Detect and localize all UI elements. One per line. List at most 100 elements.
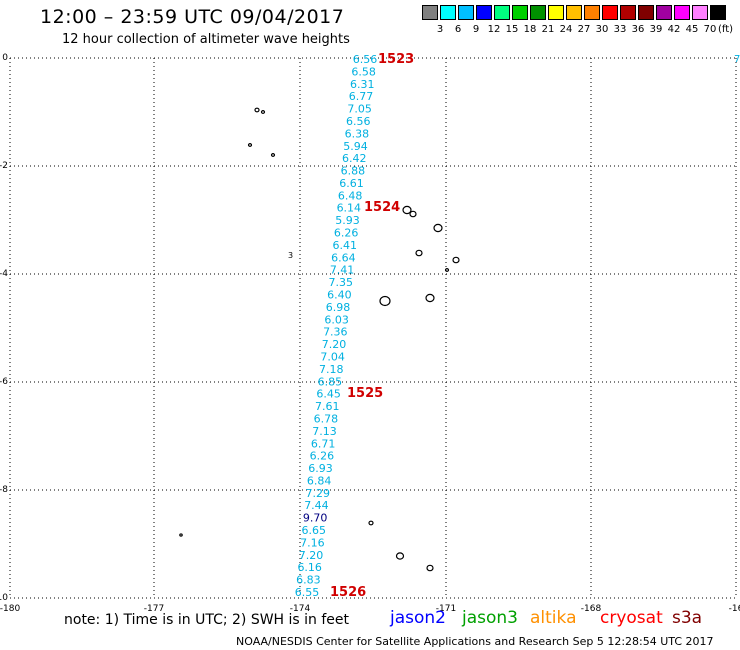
lon-label: -168 [581,604,602,614]
wave-height-label: 6.58 [351,65,376,78]
wave-height-label: 6.98 [326,301,351,314]
wave-height-label: 7.29 [306,487,331,500]
wave-height-label: 6.38 [345,127,370,140]
scale-label: 70 [703,24,717,35]
scale-swatch [440,5,456,20]
island-outline [425,293,435,303]
lon-label: -16 [729,604,740,614]
island-outline [395,552,405,560]
scale-unit: (ft) [718,24,734,35]
scale-swatch [458,5,474,20]
wave-height-label: 9.70 [303,512,328,525]
island-outline [444,268,450,272]
wave-height-label: 6.26 [334,227,359,240]
scale-swatch [548,5,564,20]
lat-label: -6 [0,377,8,387]
lon-label: -177 [144,604,164,614]
scale-swatch [476,5,492,20]
wave-height-label: 6.45 [316,388,341,401]
lon-label: -171 [436,604,456,614]
wave-height-label: 7.05 [347,103,372,116]
scale-label: 24 [559,24,573,35]
island-label: 3 [288,251,293,260]
wave-height-label: 6.56 [353,53,378,66]
scale-label: 15 [505,24,519,35]
wave-height-label: 5.93 [335,214,360,227]
scale-swatch [422,5,438,20]
edge-label: 7 [734,54,740,65]
scale-label: 39 [649,24,663,35]
lat-label: 0 [2,53,8,63]
wave-height-label: 6.77 [349,90,374,103]
note-text: note: 1) Time is in UTC; 2) SWH is in fe… [64,612,350,628]
island-outline [260,110,266,114]
scale-label: 42 [667,24,681,35]
scale-label: 12 [487,24,501,35]
scale-swatch [674,5,690,20]
wave-height-label: 6.03 [324,313,349,326]
scale-label: 45 [685,24,699,35]
wave-height-label: 6.40 [327,289,352,302]
wave-height-label: 6.16 [297,561,322,574]
lat-label: -10 [0,593,8,603]
wave-height-label: 6.56 [346,115,371,128]
wave-height-label: 6.88 [341,165,366,178]
scale-label: 30 [595,24,609,35]
time-label: 1523 [378,52,414,67]
time-label: 1525 [347,386,383,401]
scale-swatch [656,5,672,20]
scale-swatch [566,5,582,20]
lat-label: -8 [0,485,8,495]
island-outline [368,520,374,526]
wave-height-label: 6.26 [310,450,335,463]
scale-label: 27 [577,24,591,35]
scale-label: 18 [523,24,537,35]
wave-height-label: 6.85 [318,375,343,388]
island-outline [379,295,391,307]
lon-label: -174 [290,604,311,614]
scale-label: 9 [472,24,480,35]
wave-height-label: 6.41 [333,239,358,252]
legend-item-s3a: s3a [672,608,703,628]
lat-label: -2 [0,161,8,171]
wave-height-label: 6.64 [331,251,356,264]
wave-height-label: 5.94 [343,140,368,153]
wave-height-label: 6.42 [342,152,367,165]
wave-height-label: 6.14 [337,202,362,215]
scale-label: 33 [613,24,627,35]
scale-swatch [602,5,618,20]
scale-label: 36 [631,24,645,35]
lon-label: -180 [0,604,20,614]
island-outline [402,205,412,215]
wave-height-label: 7.61 [315,400,340,413]
wave-height-label: 7.41 [330,264,355,277]
wave-height-label: 6.65 [301,524,326,537]
wave-height-label: 6.71 [311,437,336,450]
island-outline [254,107,260,113]
wave-height-label: 7.04 [320,350,345,363]
wave-height-label: 7.20 [299,549,324,562]
page-title: 12:00 – 23:59 UTC 09/04/2017 [40,6,345,28]
scale-swatch [584,5,600,20]
wave-height-label: 6.84 [307,474,332,487]
scale-label: 21 [541,24,555,35]
scale-swatch [494,5,510,20]
island-outline [426,564,434,572]
wave-height-label: 6.48 [338,189,363,202]
time-label: 1524 [364,200,400,215]
wave-height-label: 6.78 [314,412,339,425]
scale-swatch [638,5,654,20]
wave-height-label: 6.31 [350,78,375,91]
time-label: 1526 [330,585,366,600]
wave-height-label: 7.36 [323,326,348,339]
island-outline [409,210,417,218]
wave-height-label: 6.83 [296,574,321,587]
wave-height-label: 7.20 [322,338,347,351]
scale-swatch [512,5,528,20]
island-outline [270,153,276,157]
scale-swatch [530,5,546,20]
wave-height-label: 6.93 [308,462,333,475]
scale-label: 3 [436,24,444,35]
